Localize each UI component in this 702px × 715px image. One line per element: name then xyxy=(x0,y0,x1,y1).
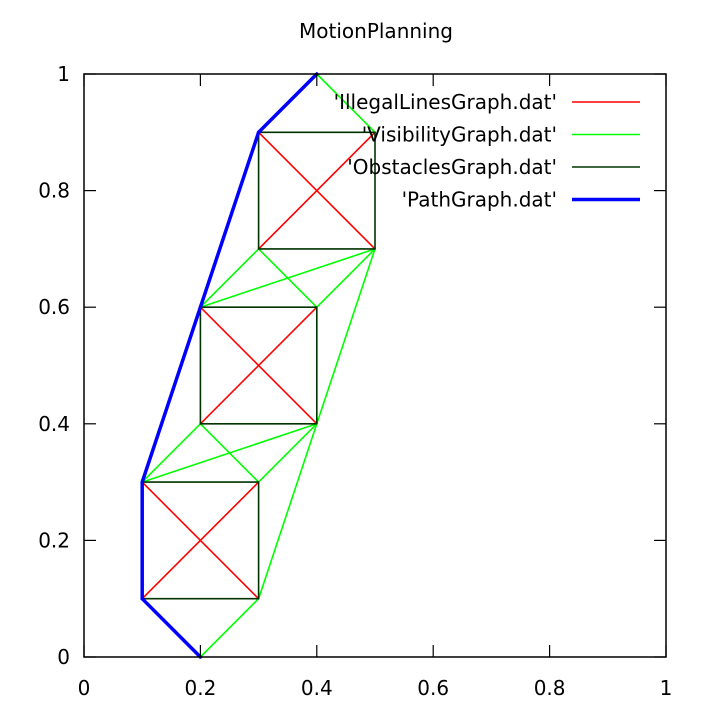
legend-entry-0: 'IllegalLinesGraph.dat' xyxy=(334,90,640,114)
series-1-segment-10 xyxy=(315,248,376,309)
x-tick-label-5: 1 xyxy=(660,676,673,700)
y-tick-label-5: 1 xyxy=(57,62,70,86)
chart-title: MotionPlanning xyxy=(299,19,453,43)
legend-entry-3: 'PathGraph.dat' xyxy=(402,188,640,212)
y-tick-label-0: 0 xyxy=(57,645,70,669)
series-1-segment-6 xyxy=(315,248,376,425)
x-tick-label-3: 0.6 xyxy=(417,676,449,700)
series-1-segment-5 xyxy=(257,422,318,483)
y-tick-label-4: 0.8 xyxy=(38,179,70,203)
legend-entry-1: 'VisibilityGraph.dat' xyxy=(362,123,640,147)
legend-label-2: 'ObstaclesGraph.dat' xyxy=(347,155,557,179)
axes: 0 0.2 0.4 0.6 0.8 1 0 0.2 0.4 0.6 0.8 1 xyxy=(38,62,672,700)
plot-border xyxy=(83,73,667,658)
legend-entry-2: 'ObstaclesGraph.dat' xyxy=(347,155,640,179)
series-3-segment-2 xyxy=(140,305,203,484)
x-tick-label-0: 0 xyxy=(78,676,91,700)
legend-label-3: 'PathGraph.dat' xyxy=(402,188,557,212)
series-1-segment-0 xyxy=(199,597,260,658)
series-1-segment-1 xyxy=(257,422,318,600)
series-0-segment-5 xyxy=(257,131,376,250)
plot-area xyxy=(140,72,376,659)
x-tick-label-2: 0.4 xyxy=(301,676,333,700)
series-0-segment-3 xyxy=(199,306,318,425)
x-tick-label-4: 0.8 xyxy=(534,676,566,700)
legend: 'IllegalLinesGraph.dat' 'VisibilityGraph.… xyxy=(334,90,640,212)
series-0 xyxy=(141,131,376,600)
series-1-segment-7 xyxy=(199,248,260,309)
y-tick-label-3: 0.6 xyxy=(38,295,70,319)
y-tick-label-1: 0.2 xyxy=(38,528,70,552)
series-3-segment-0 xyxy=(140,596,203,659)
series-3 xyxy=(140,72,319,659)
series-0-segment-1 xyxy=(141,481,260,600)
series-1-segment-4 xyxy=(199,422,260,483)
legend-label-1: 'VisibilityGraph.dat' xyxy=(362,123,557,147)
series-3-segment-4 xyxy=(256,72,319,135)
y-tick-label-2: 0.4 xyxy=(38,412,70,436)
legend-label-0: 'IllegalLinesGraph.dat' xyxy=(334,90,557,114)
series-1 xyxy=(141,73,376,658)
series-1-segment-11 xyxy=(315,73,376,134)
series-3-segment-3 xyxy=(198,130,261,309)
series-1-segment-9 xyxy=(257,248,318,309)
series-1-segment-2 xyxy=(141,422,202,483)
x-tick-label-1: 0.2 xyxy=(184,676,216,700)
